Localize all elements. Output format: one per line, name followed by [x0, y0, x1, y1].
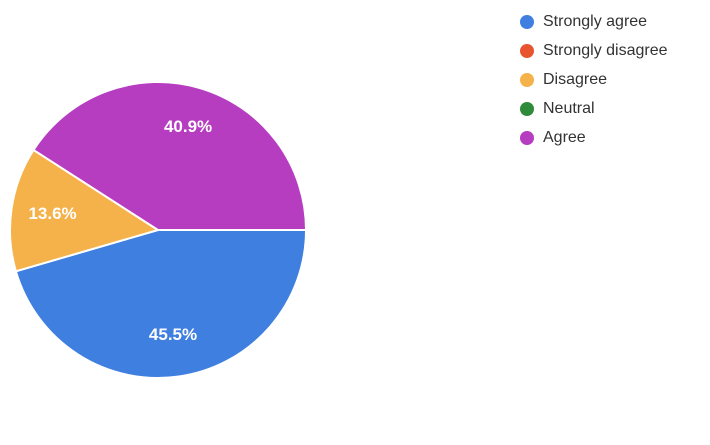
pie-label-strongly-agree: 45.5%	[149, 325, 197, 344]
legend-label: Strongly agree	[543, 13, 648, 30]
legend-item-strongly-agree[interactable]: Strongly agree	[520, 10, 668, 34]
pie-slice-strongly-agree[interactable]	[14, 229, 308, 379]
pie-slice-agree[interactable]	[32, 81, 308, 231]
legend-label: Disagree	[543, 71, 608, 88]
legend-item-agree[interactable]: Agree	[520, 126, 668, 150]
pie-label-disagree: 13.6%	[28, 204, 76, 223]
legend-label: Neutral	[543, 100, 595, 117]
legend-label: Agree	[543, 129, 586, 146]
legend-item-neutral[interactable]: Neutral	[520, 97, 668, 121]
legend: Strongly agree Strongly disagree Disagre…	[520, 10, 668, 155]
legend-swatch	[520, 15, 534, 29]
legend-label: Strongly disagree	[543, 42, 668, 59]
legend-swatch	[520, 131, 534, 145]
pie-chart: 45.5% 13.6% 40.9%	[9, 81, 308, 379]
pie-labels: 45.5% 13.6% 40.9%	[28, 117, 212, 344]
legend-swatch	[520, 44, 534, 58]
pie-slices	[9, 81, 308, 379]
legend-swatch	[520, 73, 534, 87]
legend-item-disagree[interactable]: Disagree	[520, 68, 668, 92]
pie-label-agree: 40.9%	[164, 117, 212, 136]
pie-slice-disagree[interactable]	[9, 148, 161, 273]
legend-item-strongly-disagree[interactable]: Strongly disagree	[520, 39, 668, 63]
legend-swatch	[520, 102, 534, 116]
